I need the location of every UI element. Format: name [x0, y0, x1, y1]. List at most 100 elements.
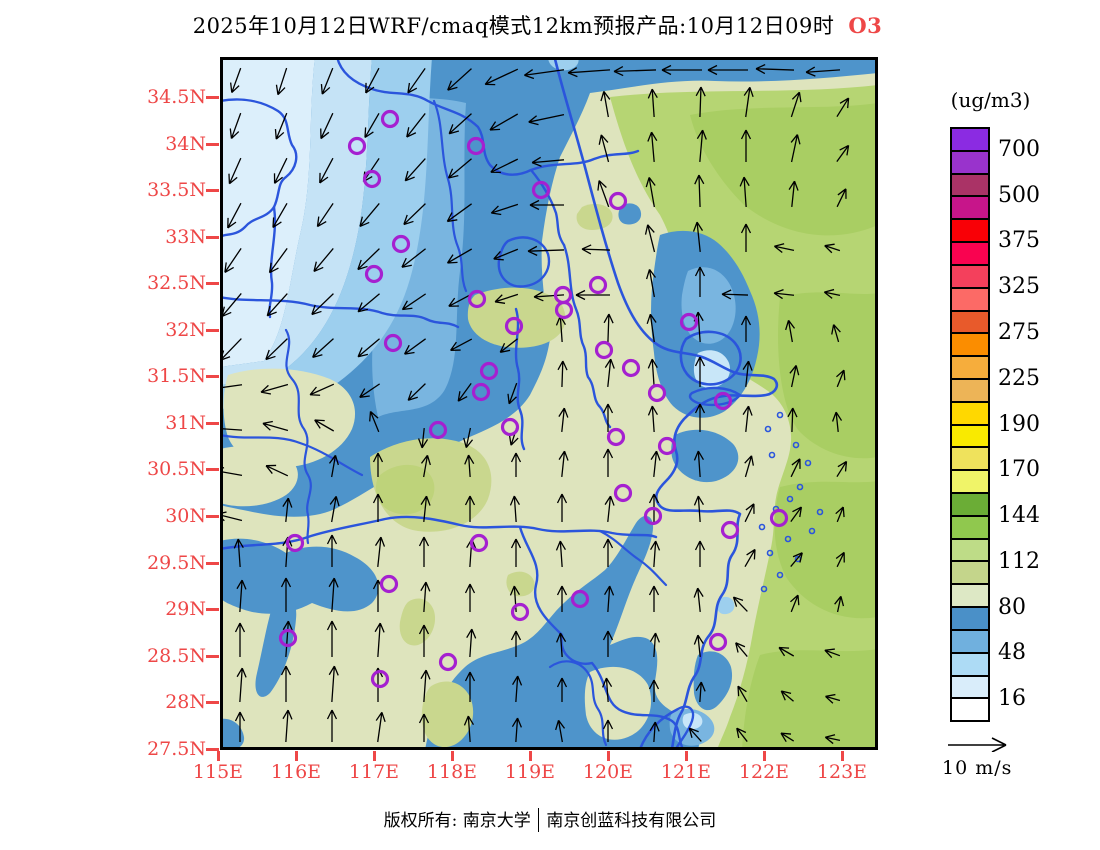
station-marker[interactable]: [504, 316, 524, 336]
lon-tick-mark: [841, 751, 844, 761]
station-marker[interactable]: [467, 289, 487, 309]
station-marker[interactable]: [285, 533, 305, 553]
lon-tick-mark: [529, 751, 532, 761]
wind-arrow: [510, 630, 522, 657]
wind-arrow: [557, 360, 568, 388]
wind-arrow: [785, 319, 796, 343]
station-marker[interactable]: [647, 383, 667, 403]
station-marker[interactable]: [469, 533, 489, 553]
page-title: 2025年10月12日WRF/cmaq模式12km预报产品:10月12日09时 O…: [0, 10, 1075, 40]
wind-arrow: [268, 247, 288, 274]
lat-tick-mark: [206, 747, 219, 751]
wind-arrow: [493, 248, 519, 261]
wind-arrow: [326, 709, 338, 742]
region-beige-island-b: [220, 446, 298, 507]
wind-arrow: [328, 577, 339, 613]
wind-arrow: [490, 158, 519, 174]
station-marker[interactable]: [606, 427, 626, 447]
station-marker[interactable]: [380, 109, 400, 129]
wind-arrow: [645, 177, 656, 208]
lat-tick-label: 30.5N: [147, 458, 206, 481]
wind-arrow: [790, 552, 803, 567]
station-marker[interactable]: [362, 169, 382, 189]
station-marker[interactable]: [479, 361, 499, 381]
lat-tick-label: 32N: [165, 318, 206, 341]
wind-arrow: [404, 338, 427, 355]
colorbar-segment: [952, 195, 988, 219]
station-marker[interactable]: [679, 312, 699, 332]
colorbar-segment: [952, 651, 988, 675]
station-marker[interactable]: [554, 300, 574, 320]
station-marker[interactable]: [428, 420, 448, 440]
region-nw-light-band: [220, 57, 432, 409]
colorbar-level-label: 225: [998, 365, 1040, 391]
wind-arrow: [510, 538, 522, 567]
border-qiantang-river: [598, 529, 668, 587]
wind-arrow: [326, 534, 338, 567]
station-marker[interactable]: [531, 180, 551, 200]
station-marker[interactable]: [438, 652, 458, 672]
station-marker[interactable]: [708, 632, 728, 652]
wind-arrow: [314, 419, 335, 432]
station-marker[interactable]: [364, 264, 384, 284]
wind-arrow: [780, 690, 794, 702]
station-marker[interactable]: [510, 602, 530, 622]
station-marker[interactable]: [370, 669, 390, 689]
wind-arrow: [694, 356, 706, 387]
wind-arrow: [374, 622, 385, 658]
station-marker[interactable]: [643, 506, 663, 526]
station-marker[interactable]: [621, 358, 641, 378]
region-beige-island-a: [223, 368, 356, 468]
wind-arrow: [260, 383, 289, 395]
wind-arrow: [313, 248, 334, 273]
station-marker[interactable]: [588, 275, 608, 295]
station-marker[interactable]: [471, 382, 491, 402]
lon-tick-mark: [451, 751, 454, 761]
station-marker[interactable]: [720, 520, 740, 540]
colorbar-level-label: 700: [998, 136, 1040, 162]
wind-arrow: [742, 405, 753, 433]
station-marker[interactable]: [608, 191, 628, 211]
wind-arrow: [509, 495, 521, 523]
station-marker[interactable]: [383, 333, 403, 353]
wind-arrow: [735, 642, 748, 657]
wind-arrow: [581, 244, 611, 255]
wind-arrow: [448, 293, 473, 307]
colorbar-level-label: 48: [998, 640, 1026, 666]
colorbar-level-label: 16: [998, 686, 1026, 712]
station-marker[interactable]: [391, 234, 411, 254]
lat-tick-label: 33.5N: [147, 179, 206, 202]
border-canal-north: [432, 99, 468, 293]
title-text: 2025年10月12日WRF/cmaq模式12km预报产品:10月12日09时: [192, 14, 835, 38]
border-river-south: [548, 660, 608, 747]
wind-arrow: [420, 495, 431, 523]
station-marker[interactable]: [347, 136, 367, 156]
wind-arrow: [446, 248, 473, 264]
station-marker[interactable]: [769, 508, 789, 528]
islet-outline: [764, 425, 772, 433]
border-chongming-island: [688, 386, 742, 407]
lat-tick-mark: [206, 421, 219, 425]
wind-arrow: [835, 506, 845, 523]
colorbar-segment: [952, 606, 988, 629]
station-marker[interactable]: [466, 136, 486, 156]
station-marker[interactable]: [379, 574, 399, 594]
wind-arrow: [600, 90, 611, 118]
station-marker[interactable]: [657, 436, 677, 456]
station-marker[interactable]: [713, 391, 733, 411]
wind-arrow: [836, 188, 847, 208]
wind-arrow: [742, 360, 753, 388]
forecast-map[interactable]: [220, 57, 878, 750]
wind-arrow: [357, 293, 380, 313]
wind-arrow: [312, 338, 334, 359]
wind-arrow: [558, 407, 569, 433]
station-marker[interactable]: [570, 589, 590, 609]
lat-tick-mark: [206, 701, 219, 705]
copyright-footer: 版权所有: 南京大学 南京创蓝科技有限公司: [0, 806, 1100, 835]
lat-tick-label: 34.5N: [147, 86, 206, 108]
station-marker[interactable]: [278, 628, 298, 648]
station-marker[interactable]: [500, 417, 520, 437]
station-marker[interactable]: [594, 340, 614, 360]
station-marker[interactable]: [613, 483, 633, 503]
wind-arrow: [693, 450, 705, 478]
